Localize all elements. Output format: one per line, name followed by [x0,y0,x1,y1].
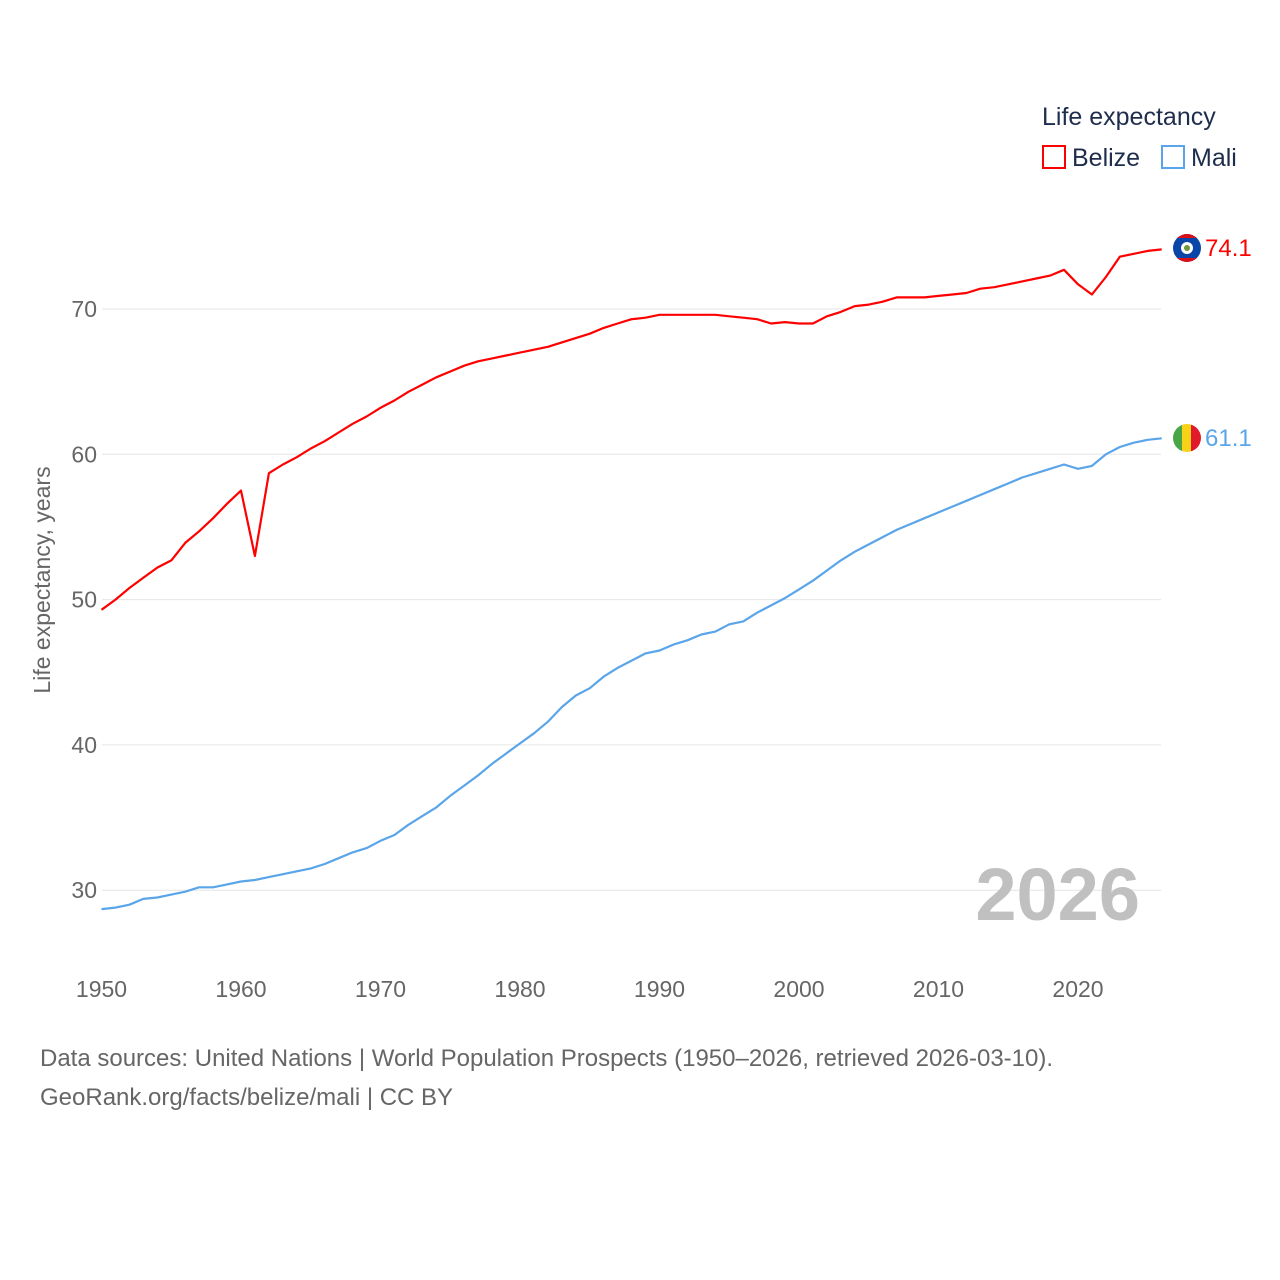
x-tick-label: 2000 [773,976,824,1002]
x-tick-label: 2020 [1052,976,1103,1002]
x-tick-label: 1960 [215,976,266,1002]
legend-item-belize[interactable]: Belize [1072,144,1140,172]
end-label-mali: 61.1 [1205,425,1252,452]
y-tick-label: 50 [71,587,97,613]
data-sources-note: Data sources: United Nations | World Pop… [40,1045,1054,1072]
y-tick-label: 70 [71,296,97,322]
legend-swatch-belize[interactable] [1042,145,1066,169]
y-axis-label: Life expectancy, years [29,466,55,693]
x-tick-label: 1980 [494,976,545,1002]
belize-flag-icon [1173,234,1201,262]
line-chart: 30 40 50 60 70 1950 1960 1970 1980 1990 2000 2010 2… [29,103,1252,1002]
mali-flag-icon [1173,424,1201,452]
legend-title: Life expectancy [1042,103,1216,131]
x-tick-label: 1950 [76,976,127,1002]
series-line-belize [100,248,1162,611]
legend-item-mali[interactable]: Mali [1191,144,1237,172]
x-tick-label: 2010 [913,976,964,1002]
y-tick-label: 40 [71,732,97,758]
y-tick-label: 30 [71,877,97,903]
end-label-belize: 74.1 [1205,235,1252,262]
x-tick-label: 1970 [355,976,406,1002]
x-tick-label: 1990 [634,976,685,1002]
year-watermark: 2026 [975,853,1140,936]
y-tick-label: 60 [71,441,97,467]
series-line-mali [101,437,1162,911]
legend-swatch-mali[interactable] [1161,145,1185,169]
credit-link[interactable]: GeoRank.org/facts/belize/mali | CC BY [40,1084,454,1111]
